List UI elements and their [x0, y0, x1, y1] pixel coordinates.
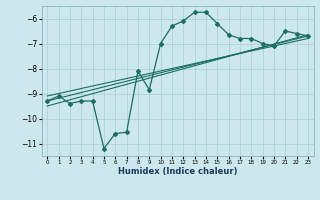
- X-axis label: Humidex (Indice chaleur): Humidex (Indice chaleur): [118, 167, 237, 176]
